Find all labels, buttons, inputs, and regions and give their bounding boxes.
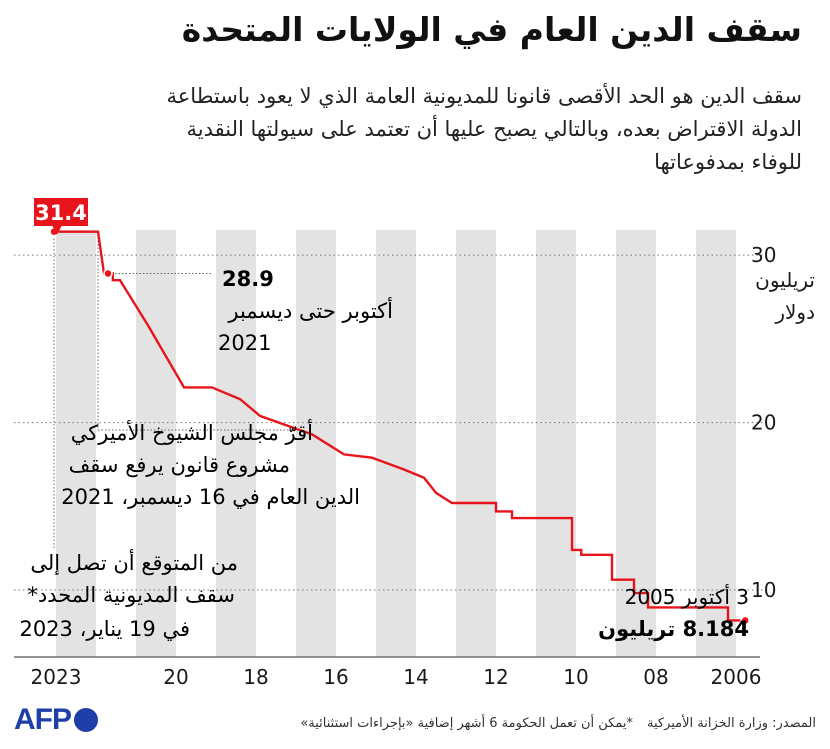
y-axis-ticks: 10 20 30 bbox=[751, 243, 776, 602]
year-band bbox=[536, 230, 576, 657]
source-text: المصدر: وزارة الخزانة الأميركية bbox=[647, 715, 816, 731]
x-tick-label: 2006 bbox=[711, 665, 762, 689]
chart-title: سقف الدين العام في الولايات المتحدة bbox=[181, 10, 802, 49]
x-tick-label: 14 bbox=[403, 665, 428, 689]
subtitle-line: سقف الدين هو الحد الأقصى قانونا للمديوني… bbox=[166, 84, 803, 108]
x-tick-label: 2023 bbox=[31, 665, 82, 689]
annotation-text: مشروع قانون يرفع سقف bbox=[69, 453, 290, 477]
footnote-text: *يمكن أن تعمل الحكومة 6 أشهر إضافية «بإج… bbox=[300, 715, 633, 731]
y-tick-label: 30 bbox=[751, 243, 776, 267]
annotation-date: 3 أكتوبر 2005 bbox=[625, 584, 749, 609]
footer: المصدر: وزارة الخزانة الأميركية *يمكن أن… bbox=[120, 708, 816, 738]
afp-logo: AFP bbox=[14, 700, 98, 740]
x-axis-ticks: 2023 20 18 16 14 12 10 08 2006 bbox=[31, 665, 762, 689]
subtitle-line: للوفاء بمدفوعاتها bbox=[654, 150, 802, 174]
year-band bbox=[616, 230, 656, 657]
year-band bbox=[296, 230, 336, 657]
x-tick-label: 20 bbox=[163, 665, 188, 689]
year-band bbox=[136, 230, 176, 657]
x-tick-label: 10 bbox=[563, 665, 588, 689]
year-band bbox=[56, 230, 96, 657]
x-tick-label: 18 bbox=[243, 665, 268, 689]
x-tick-label: 08 bbox=[643, 665, 668, 689]
annotation-text: من المتوقع أن تصل إلى bbox=[30, 549, 238, 576]
afp-logo-dot-icon bbox=[74, 708, 98, 732]
subtitle-line: الدولة الاقتراض بعده، وبالتالي يصبح عليه… bbox=[186, 117, 802, 141]
annotation-value-28-9: 28.9 bbox=[222, 267, 274, 291]
y-tick-label: 20 bbox=[751, 411, 776, 435]
annotation-connectors bbox=[53, 231, 300, 548]
debt-ceiling-series-line bbox=[54, 230, 746, 622]
grid-lines bbox=[14, 254, 766, 591]
x-tick-label: 16 bbox=[323, 665, 348, 689]
chart-subtitle: سقف الدين هو الحد الأقصى قانونا للمديوني… bbox=[12, 80, 803, 179]
afp-logo-text: AFP bbox=[14, 703, 72, 736]
point-marker bbox=[740, 615, 750, 626]
year-band bbox=[216, 230, 256, 657]
annotation-value-31-4: 31.4 bbox=[35, 201, 87, 225]
x-tick-label: 12 bbox=[483, 665, 508, 689]
value-badge-pointer bbox=[52, 225, 62, 235]
value-badge-31-4 bbox=[34, 198, 88, 226]
annotation-text: في 19 يناير، 2023 bbox=[19, 617, 190, 641]
year-bands bbox=[56, 230, 736, 657]
year-band bbox=[696, 230, 736, 657]
year-band bbox=[456, 230, 496, 657]
annotation-value-8-184: 8.184 تريليون bbox=[598, 617, 749, 641]
annotation-text: سقف المديونية المحدد* bbox=[27, 583, 235, 607]
y-axis-unit-label: دولار bbox=[774, 300, 815, 324]
y-tick-label: 10 bbox=[751, 578, 776, 602]
y-axis-unit-label: تريليون bbox=[755, 268, 815, 292]
annotation-text: أقرّ مجلس الشيوخ الأميركي bbox=[71, 419, 313, 445]
annotation-text: أكتوبر حتى ديسمبر bbox=[227, 297, 393, 323]
point-marker bbox=[103, 268, 113, 279]
annotation-text: الدين العام في 16 ديسمبر، 2021 bbox=[61, 485, 360, 509]
annotation-text: 2021 bbox=[218, 331, 271, 355]
year-band bbox=[376, 230, 416, 657]
